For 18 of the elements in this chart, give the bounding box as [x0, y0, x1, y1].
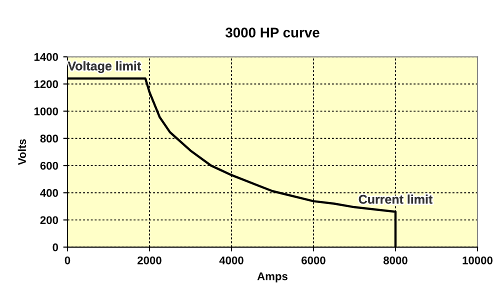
y-tick-label: 1400 — [34, 53, 58, 61]
y-tick-label: 0 — [52, 243, 58, 252]
chart-title: 3000 HP curve — [225, 28, 320, 38]
annotation: Current limit — [358, 194, 433, 204]
y-tick-label: 600 — [40, 162, 58, 170]
y-tick-label: 800 — [40, 134, 58, 143]
x-tick-label: 4000 — [219, 256, 244, 264]
y-tick-label: 200 — [40, 216, 58, 224]
x-axis-title: Amps — [257, 272, 288, 282]
x-tick-label: 0 — [64, 256, 70, 264]
y-axis-title: Volts — [18, 139, 26, 166]
x-tick-label: 8000 — [383, 256, 408, 264]
y-tick-label: 400 — [40, 189, 58, 197]
y-tick-label: 1200 — [34, 80, 58, 88]
y-tick-label: 1000 — [34, 107, 58, 116]
x-tick-label: 2000 — [138, 256, 162, 264]
x-tick-label: 6000 — [302, 256, 326, 264]
x-tick-label: 10000 — [462, 256, 492, 264]
